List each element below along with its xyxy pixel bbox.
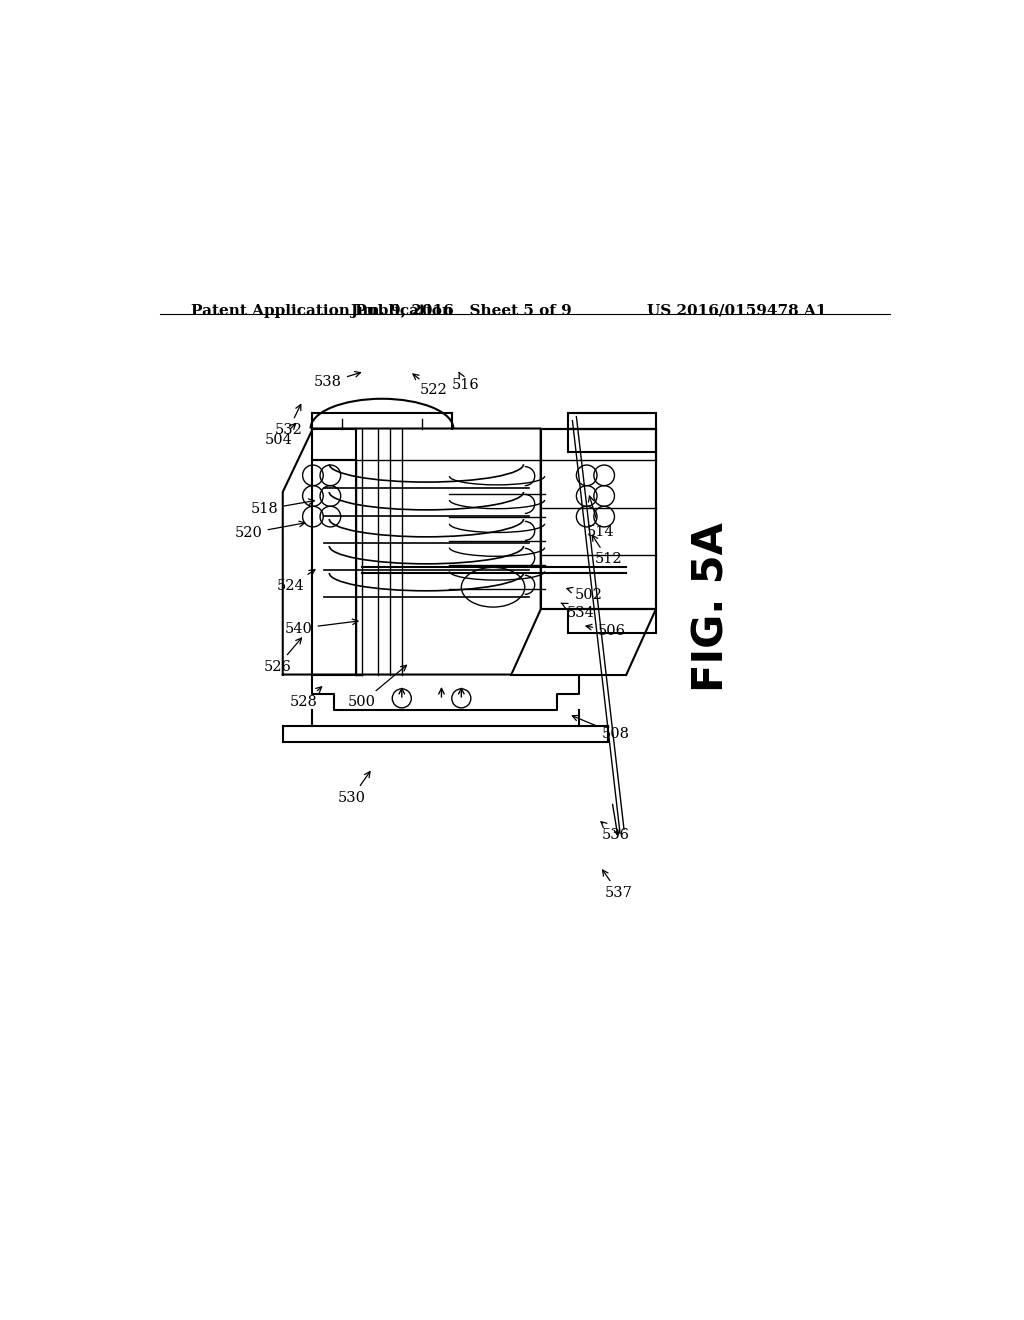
Text: 524: 524	[276, 570, 315, 593]
Text: 502: 502	[567, 587, 602, 602]
Text: 526: 526	[263, 638, 301, 673]
Text: 518: 518	[251, 499, 314, 516]
Bar	[541, 429, 655, 610]
Text: 540: 540	[285, 619, 358, 635]
Text: 514: 514	[587, 496, 614, 539]
Text: 537: 537	[602, 870, 633, 900]
Text: 508: 508	[572, 715, 630, 741]
Text: 504: 504	[265, 424, 296, 447]
Text: 534: 534	[561, 603, 594, 619]
Text: 522: 522	[413, 374, 447, 397]
Text: 520: 520	[234, 521, 305, 540]
Text: 528: 528	[290, 686, 322, 709]
Text: Patent Application Publication: Patent Application Publication	[191, 304, 454, 318]
Text: 538: 538	[314, 371, 360, 389]
Text: 516: 516	[452, 372, 479, 392]
Bar	[568, 413, 655, 429]
Text: Jun. 9, 2016   Sheet 5 of 9: Jun. 9, 2016 Sheet 5 of 9	[350, 304, 572, 318]
Bar	[312, 429, 355, 461]
Text: FIG. 5A: FIG. 5A	[690, 523, 732, 692]
Text: 536: 536	[601, 822, 630, 842]
Text: 500: 500	[348, 665, 407, 709]
Bar	[568, 429, 655, 453]
Text: 532: 532	[274, 404, 302, 437]
Bar	[312, 461, 355, 675]
Text: 506: 506	[586, 624, 626, 638]
Text: 512: 512	[592, 535, 622, 566]
Text: 530: 530	[338, 772, 370, 805]
Text: US 2016/0159478 A1: US 2016/0159478 A1	[647, 304, 826, 318]
Bar	[568, 610, 655, 634]
